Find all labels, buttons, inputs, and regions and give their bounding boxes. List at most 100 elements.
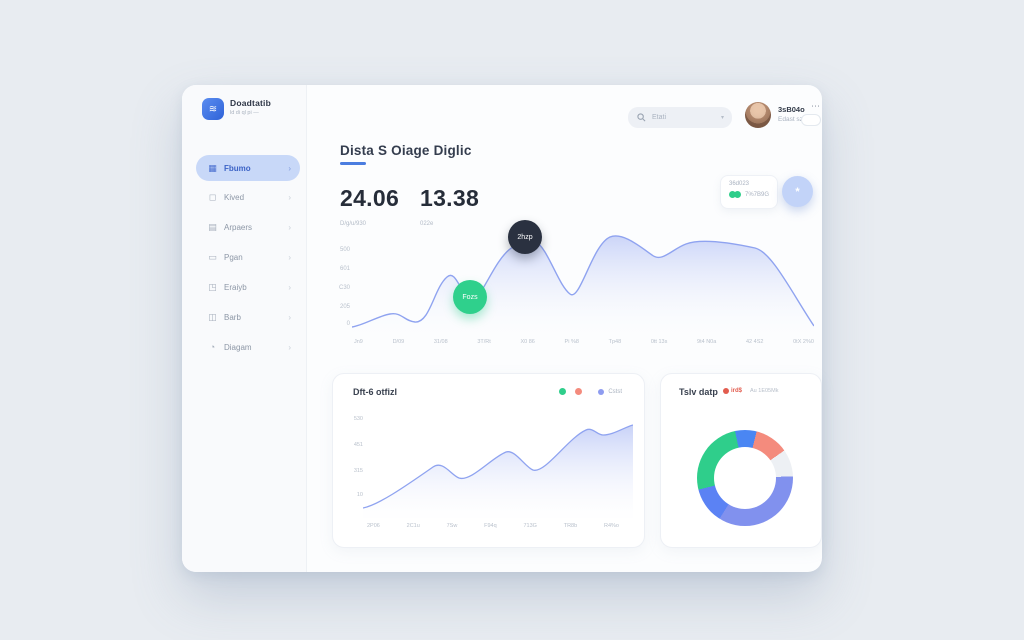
page-title: Dista S Oiage Diglic bbox=[340, 143, 472, 158]
x-axis: Jn9 D/09 31/08 3T/Rt X0 86 Pi %8 Tp48 0t… bbox=[354, 339, 814, 345]
sidebar: ≋ Doadtatib ld di ql pi — ▦ Fbumo › ◻ Ki… bbox=[182, 85, 307, 572]
y-axis-tick: C30 bbox=[338, 285, 350, 291]
brand: ≋ Doadtatib ld di ql pi — bbox=[202, 98, 271, 120]
user-role: Edast sz bbox=[778, 116, 803, 123]
grid-icon: ▦ bbox=[208, 162, 217, 173]
x-axis-tick: 0tt 13s bbox=[650, 339, 668, 345]
y-axis-tick: 10 bbox=[356, 492, 363, 498]
brand-subtitle: ld di ql pi — bbox=[230, 110, 259, 116]
legend-red-label: ird$ bbox=[731, 388, 743, 394]
summary-widget-label: 36d023 bbox=[729, 181, 750, 187]
y-axis-tick: 451 bbox=[353, 442, 363, 448]
app-window: ≋ Doadtatib ld di ql pi — ▦ Fbumo › ◻ Ki… bbox=[182, 85, 822, 572]
app-logo-icon: ≋ bbox=[202, 98, 224, 120]
x-axis-tick: 2C1u bbox=[406, 523, 420, 529]
chevron-right-icon: › bbox=[288, 163, 291, 173]
legend-salmon-dot-icon bbox=[575, 388, 583, 395]
stat-value: 24.06 bbox=[340, 185, 400, 211]
bag-icon: ◻ bbox=[208, 191, 217, 202]
user-avatar[interactable] bbox=[745, 102, 771, 128]
stat-label: 022e bbox=[420, 221, 434, 227]
stat-secondary: 13.38 022e bbox=[420, 185, 479, 227]
search-icon bbox=[637, 113, 646, 122]
pie-icon: ◔ bbox=[209, 342, 216, 352]
stat-value: 13.38 bbox=[420, 185, 480, 211]
x-axis-tick: 31/08 bbox=[433, 339, 448, 345]
x-axis-tick: 42 4S2 bbox=[745, 339, 764, 345]
chevron-right-icon: › bbox=[288, 342, 291, 352]
title-underline bbox=[340, 162, 366, 165]
sidebar-item-5[interactable]: ◫ Barb › bbox=[196, 304, 300, 330]
sidebar-item-label: Pgan bbox=[224, 252, 243, 262]
legend-grey-label: Au 1E05Mk bbox=[750, 388, 779, 394]
overflow-menu-icon[interactable]: ⋯ bbox=[811, 101, 820, 111]
chevron-right-icon: › bbox=[288, 282, 291, 292]
chevron-down-icon: ▾ bbox=[720, 115, 724, 121]
sidebar-item-4[interactable]: ◳ Eraiyb › bbox=[196, 274, 300, 300]
line-chart-card: Dft-6 otfizl Cstst 530 451 315 10 2P06 2… bbox=[332, 373, 645, 548]
donut-chart bbox=[697, 430, 793, 526]
x-axis-tick: 713G bbox=[523, 523, 537, 529]
document-icon: ▭ bbox=[208, 251, 217, 262]
sidebar-item-2[interactable]: ▤ Arpaers › bbox=[196, 214, 300, 240]
sidebar-item-3[interactable]: ▭ Pgan › bbox=[196, 244, 300, 270]
donut-chart-card: Tslv datp ird$ Au 1E05Mk bbox=[660, 373, 822, 548]
sidebar-item-label: Eraiyb bbox=[224, 282, 247, 292]
brand-title: Doadtatib bbox=[230, 98, 271, 108]
y-axis-tick: 205 bbox=[339, 304, 350, 310]
stat-label: D/g/u/930 bbox=[340, 221, 367, 227]
sidebar-item-label: Arpaers bbox=[224, 222, 253, 232]
y-axis-tick: 0 bbox=[346, 321, 350, 327]
sidebar-item-label: Fbumo bbox=[224, 163, 251, 173]
card-title: Tslv datp bbox=[679, 387, 718, 397]
y-axis-tick: 315 bbox=[353, 468, 363, 474]
x-axis-tick: 3T/Rt bbox=[477, 339, 491, 345]
x-axis-tick: 9t4 N0a bbox=[697, 339, 717, 345]
x-axis-tick: F94q bbox=[484, 523, 497, 529]
user-name: 3sB04o bbox=[778, 105, 805, 114]
green-dot-icon bbox=[729, 191, 736, 198]
x-axis-tick: Pi %8 bbox=[564, 339, 579, 345]
x-axis-tick: X0 86 bbox=[520, 339, 535, 345]
x-axis-tick: D/09 bbox=[392, 339, 405, 345]
briefcase-icon: ◫ bbox=[208, 311, 217, 322]
x-axis-tick: 0tX 2%0 bbox=[793, 339, 814, 345]
search-placeholder: Etati bbox=[652, 114, 667, 121]
y-axis-tick: 601 bbox=[339, 266, 350, 272]
green-dot-icon bbox=[734, 191, 741, 198]
search-input[interactable]: Etati ▾ bbox=[628, 107, 732, 128]
chevron-right-icon: › bbox=[288, 192, 291, 202]
sidebar-item-0[interactable]: ▦ Fbumo › bbox=[196, 155, 300, 181]
stat-primary: 24.06 D/g/u/930 bbox=[340, 185, 399, 227]
sidebar-item-label: Kived bbox=[224, 192, 245, 202]
chart-tooltip-dark: 2hzp bbox=[508, 220, 542, 254]
summary-widget-value: 7%7B9G bbox=[745, 191, 770, 198]
y-axis-tick: 530 bbox=[353, 416, 363, 422]
card-title: Dft-6 otfizl bbox=[353, 387, 397, 397]
x-axis-tick: 2P06 bbox=[367, 523, 380, 529]
chevron-right-icon: › bbox=[288, 252, 291, 262]
x-axis-tick: R4%o bbox=[603, 523, 619, 529]
chart-legend: ird$ Au 1E05Mk bbox=[723, 388, 778, 394]
sidebar-item-6[interactable]: ◔ Diagam › bbox=[196, 334, 300, 360]
sidebar-item-1[interactable]: ◻ Kived › bbox=[196, 184, 300, 210]
copy-icon: ◳ bbox=[208, 281, 217, 292]
report-icon: ▤ bbox=[208, 221, 217, 232]
x-axis-tick: Tp48 bbox=[608, 339, 622, 345]
sidebar-item-label: Diagam bbox=[224, 342, 252, 352]
action-button[interactable]: * bbox=[782, 176, 813, 207]
x-axis-tick: 7Sw bbox=[446, 523, 458, 529]
header-toggle[interactable] bbox=[801, 114, 821, 126]
legend-blue-dot-icon bbox=[598, 388, 605, 395]
legend-label: Cstst bbox=[608, 388, 622, 395]
main-area-chart bbox=[352, 235, 814, 332]
card-area-chart bbox=[363, 424, 633, 518]
x-axis-tick: Jn9 bbox=[354, 339, 363, 345]
chart-legend: Cstst bbox=[559, 388, 622, 395]
y-axis-tick: 500 bbox=[339, 247, 350, 253]
chevron-right-icon: › bbox=[288, 312, 291, 322]
chevron-right-icon: › bbox=[288, 222, 291, 232]
x-axis: 2P06 2C1u 7Sw F94q 713G TR8b R4%o bbox=[367, 523, 619, 529]
chart-tooltip-green: Fozs bbox=[453, 280, 487, 314]
sidebar-item-label: Barb bbox=[224, 312, 241, 322]
